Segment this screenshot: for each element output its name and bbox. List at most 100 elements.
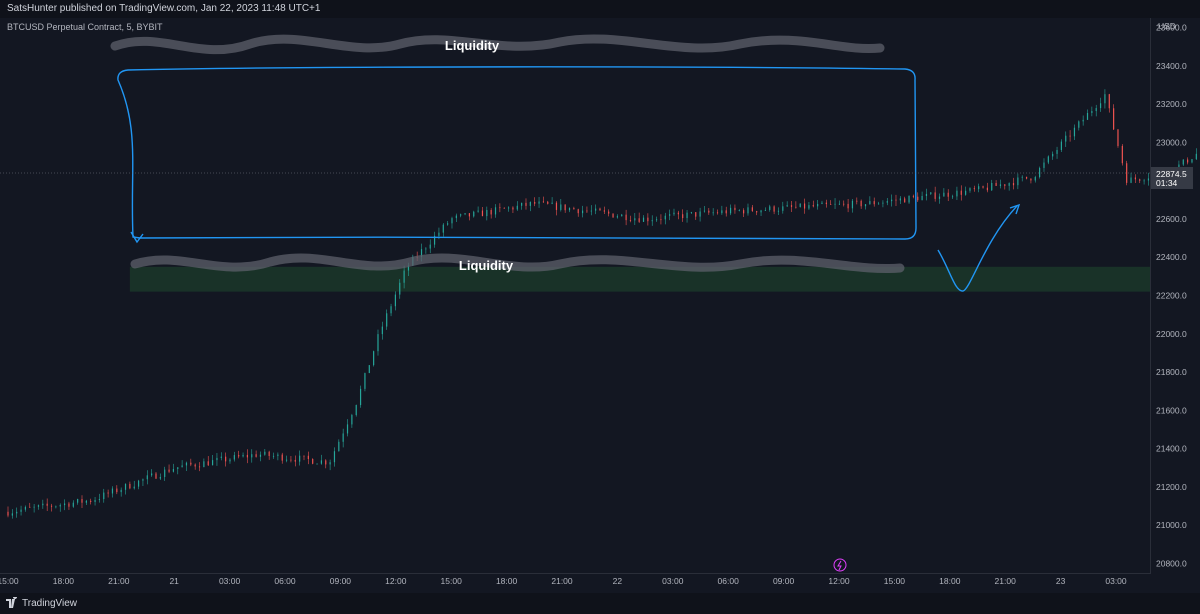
x-axis[interactable]: 15:00 18:00 21:00 21 03:00 06:00 09:00 12:00 15:… bbox=[0, 576, 1127, 586]
candle-body bbox=[969, 188, 971, 191]
candle-body bbox=[490, 209, 492, 215]
candle-body bbox=[294, 459, 296, 462]
candle-body bbox=[1008, 183, 1010, 186]
x-tick-label: 12:00 bbox=[828, 576, 850, 586]
candle-body bbox=[716, 212, 719, 214]
candle-body bbox=[1082, 119, 1084, 122]
candle-body bbox=[85, 500, 87, 503]
candle-body bbox=[268, 451, 270, 457]
x-tick-label: 09:00 bbox=[773, 576, 795, 586]
candle-body bbox=[333, 451, 336, 463]
candle-body bbox=[899, 198, 901, 201]
candle-body bbox=[760, 210, 762, 213]
candle-body bbox=[303, 455, 305, 457]
candle-body bbox=[982, 186, 984, 188]
candle-body bbox=[320, 460, 323, 464]
candle-body bbox=[873, 201, 875, 205]
candle-body bbox=[655, 219, 658, 221]
candle-body bbox=[77, 499, 79, 503]
candle-body bbox=[851, 200, 854, 209]
candle-body bbox=[938, 196, 941, 199]
y-tick-label: 23200.0 bbox=[1156, 99, 1187, 109]
candle-body bbox=[838, 203, 840, 205]
y-tick-label: 21800.0 bbox=[1156, 367, 1187, 377]
candle-body bbox=[203, 461, 205, 468]
candle-body bbox=[329, 462, 331, 465]
candle-body bbox=[803, 203, 806, 209]
liquidity-label-top: Liquidity bbox=[445, 38, 500, 53]
candle-body bbox=[477, 210, 479, 212]
candle-body bbox=[346, 424, 349, 434]
candle-body bbox=[72, 502, 74, 507]
candle-body bbox=[364, 373, 366, 389]
tradingview-logo-icon[interactable] bbox=[6, 597, 20, 609]
candle-body bbox=[111, 488, 114, 494]
candle-body bbox=[603, 210, 605, 212]
candle-body bbox=[481, 210, 484, 217]
candle-body bbox=[285, 459, 288, 461]
candle-body bbox=[877, 203, 880, 205]
y-tick-label: 23000.0 bbox=[1156, 137, 1187, 147]
tradingview-brand: TradingView bbox=[22, 598, 78, 609]
candle-body bbox=[973, 188, 975, 190]
candle-body bbox=[943, 192, 945, 197]
candle-body bbox=[120, 489, 122, 493]
candle-body bbox=[978, 186, 980, 190]
x-tick-label: 06:00 bbox=[274, 576, 296, 586]
candle-body bbox=[420, 249, 423, 257]
candle-body bbox=[682, 214, 684, 219]
candle-body bbox=[712, 212, 714, 214]
candle-body bbox=[995, 183, 997, 186]
candle-body bbox=[708, 210, 710, 213]
candle-body bbox=[751, 207, 753, 212]
candle-body bbox=[917, 196, 919, 201]
candle-body bbox=[629, 220, 632, 221]
candle-body bbox=[68, 503, 70, 507]
candle-body bbox=[281, 454, 283, 461]
candle-body bbox=[729, 207, 732, 214]
candle-body bbox=[1025, 176, 1028, 179]
candle-body bbox=[812, 205, 814, 207]
candles-group bbox=[7, 89, 1197, 519]
candle-body bbox=[146, 475, 148, 480]
y-axis[interactable]: USD23600.023400.023200.023000.022800.022… bbox=[1156, 21, 1187, 568]
candle-body bbox=[621, 214, 623, 217]
candle-body bbox=[242, 454, 244, 457]
y-tick-label: 23600.0 bbox=[1156, 23, 1187, 33]
candle-body bbox=[560, 204, 562, 210]
candle-body bbox=[24, 506, 27, 510]
candle-body bbox=[921, 195, 923, 201]
x-tick-label: 21 bbox=[169, 576, 179, 586]
candle-body bbox=[42, 503, 44, 506]
candle-body bbox=[764, 209, 766, 211]
candle-body bbox=[512, 207, 514, 210]
liquidity-scribble-top bbox=[110, 34, 885, 55]
lightning-icon[interactable] bbox=[833, 558, 847, 572]
candle-body bbox=[1095, 108, 1097, 112]
candle-body bbox=[743, 210, 745, 214]
candle-body bbox=[782, 206, 784, 211]
candle-body bbox=[259, 454, 262, 457]
x-tick-label: 03:00 bbox=[662, 576, 684, 586]
candle-body bbox=[660, 219, 662, 221]
candle-body bbox=[1143, 180, 1145, 182]
y-tick-label: 22200.0 bbox=[1156, 291, 1187, 301]
candle-body bbox=[159, 476, 161, 479]
candle-body bbox=[359, 388, 362, 406]
candle-body bbox=[433, 235, 436, 245]
candle-body bbox=[473, 211, 475, 217]
candle-body bbox=[151, 473, 153, 476]
candle-body bbox=[137, 480, 140, 487]
candle-body bbox=[1147, 178, 1150, 181]
candle-body bbox=[1117, 129, 1119, 146]
candle-body bbox=[664, 215, 666, 220]
x-tick-label: 09:00 bbox=[330, 576, 352, 586]
candle-body bbox=[98, 499, 101, 501]
candle-body bbox=[1108, 94, 1110, 109]
x-tick-label: 15:00 bbox=[884, 576, 906, 586]
candle-body bbox=[825, 202, 827, 205]
candle-body bbox=[573, 208, 575, 210]
candle-body bbox=[542, 201, 545, 203]
candle-body bbox=[1012, 183, 1015, 186]
